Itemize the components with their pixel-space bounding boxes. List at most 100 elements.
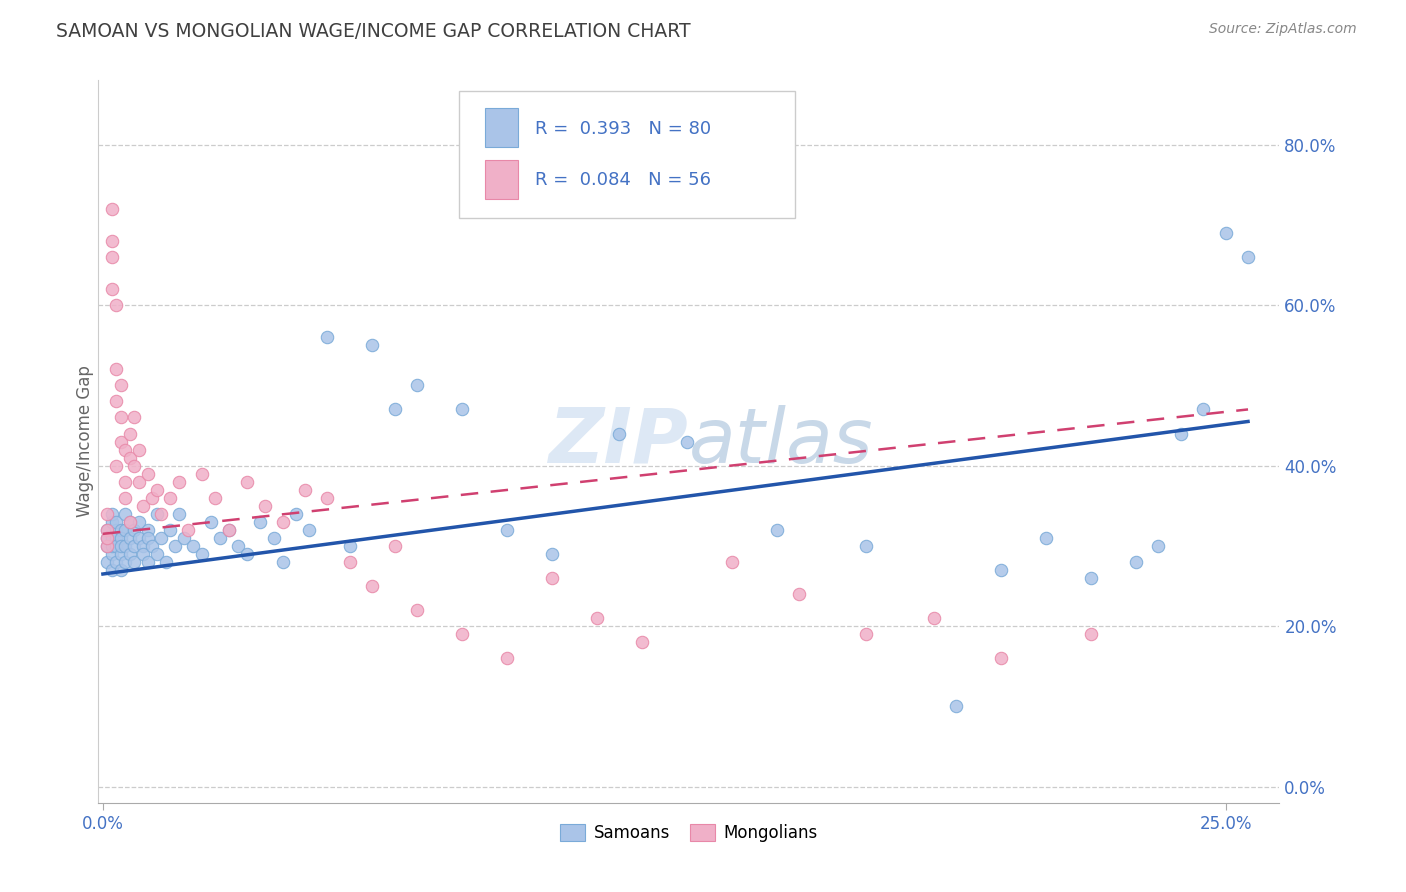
Bar xyxy=(485,108,517,147)
Point xyxy=(124,458,146,473)
Point xyxy=(101,539,124,553)
Point xyxy=(101,563,124,577)
Point xyxy=(990,563,1012,577)
Point xyxy=(101,507,124,521)
Point xyxy=(496,651,519,665)
Point xyxy=(720,555,742,569)
Point xyxy=(607,426,630,441)
Point xyxy=(235,547,257,561)
Point xyxy=(155,555,177,569)
Point xyxy=(110,531,132,545)
Point xyxy=(208,531,231,545)
Point xyxy=(1170,426,1192,441)
Point xyxy=(96,539,118,553)
Point xyxy=(101,547,124,561)
Point xyxy=(177,523,200,537)
Point xyxy=(132,539,155,553)
Point xyxy=(105,298,128,312)
Point xyxy=(451,402,474,417)
Text: R =  0.393   N = 80: R = 0.393 N = 80 xyxy=(536,120,711,137)
Text: atlas: atlas xyxy=(689,405,873,478)
Point xyxy=(114,507,136,521)
Point xyxy=(173,531,195,545)
Point xyxy=(1080,627,1102,641)
Point xyxy=(96,531,118,545)
Point xyxy=(101,250,124,264)
Legend: Samoans, Mongolians: Samoans, Mongolians xyxy=(554,817,824,848)
Point xyxy=(271,515,294,529)
Point xyxy=(110,523,132,537)
Point xyxy=(110,539,132,553)
Point xyxy=(146,547,169,561)
Point xyxy=(406,603,429,617)
FancyBboxPatch shape xyxy=(458,91,796,218)
Point xyxy=(167,507,190,521)
Point xyxy=(190,467,212,481)
Point xyxy=(96,523,118,537)
Point xyxy=(105,458,128,473)
Point xyxy=(136,531,159,545)
Point xyxy=(118,515,141,529)
Point xyxy=(128,442,150,457)
Point xyxy=(110,563,132,577)
Point xyxy=(105,539,128,553)
Point xyxy=(101,531,124,545)
Point xyxy=(124,539,146,553)
Point xyxy=(141,491,163,505)
Point xyxy=(285,507,308,521)
Point xyxy=(114,555,136,569)
Point xyxy=(105,515,128,529)
Point xyxy=(190,547,212,561)
Point xyxy=(101,234,124,248)
Point xyxy=(105,523,128,537)
Point xyxy=(787,587,810,601)
Text: SAMOAN VS MONGOLIAN WAGE/INCOME GAP CORRELATION CHART: SAMOAN VS MONGOLIAN WAGE/INCOME GAP CORR… xyxy=(56,22,690,41)
Point xyxy=(150,507,173,521)
Point xyxy=(384,402,406,417)
Point xyxy=(204,491,226,505)
Point xyxy=(339,555,361,569)
Point xyxy=(96,523,118,537)
Point xyxy=(384,539,406,553)
Point xyxy=(945,699,967,714)
Point xyxy=(96,531,118,545)
Point xyxy=(146,507,169,521)
Point xyxy=(101,282,124,296)
Point xyxy=(451,627,474,641)
Point xyxy=(132,547,155,561)
Point xyxy=(167,475,190,489)
Point xyxy=(128,531,150,545)
Point xyxy=(110,410,132,425)
Point xyxy=(263,531,285,545)
Point xyxy=(541,547,564,561)
Point xyxy=(406,378,429,392)
Point xyxy=(990,651,1012,665)
Point xyxy=(101,202,124,216)
Point xyxy=(136,555,159,569)
Point xyxy=(96,555,118,569)
Point xyxy=(298,523,321,537)
Point xyxy=(105,555,128,569)
Point xyxy=(110,547,132,561)
Point xyxy=(96,507,118,521)
Point xyxy=(1080,571,1102,585)
Point xyxy=(294,483,316,497)
Point xyxy=(1192,402,1215,417)
Point xyxy=(114,491,136,505)
Point xyxy=(118,450,141,465)
Point xyxy=(101,515,124,529)
Text: R =  0.084   N = 56: R = 0.084 N = 56 xyxy=(536,171,711,189)
Point xyxy=(218,523,240,537)
Point xyxy=(496,523,519,537)
Point xyxy=(118,515,141,529)
Point xyxy=(136,467,159,481)
Point xyxy=(1237,250,1260,264)
Point xyxy=(226,539,249,553)
Point xyxy=(361,579,384,593)
Point xyxy=(124,555,146,569)
Point xyxy=(235,475,257,489)
Point xyxy=(114,475,136,489)
Point xyxy=(855,539,877,553)
Point xyxy=(1125,555,1147,569)
Point xyxy=(105,394,128,409)
